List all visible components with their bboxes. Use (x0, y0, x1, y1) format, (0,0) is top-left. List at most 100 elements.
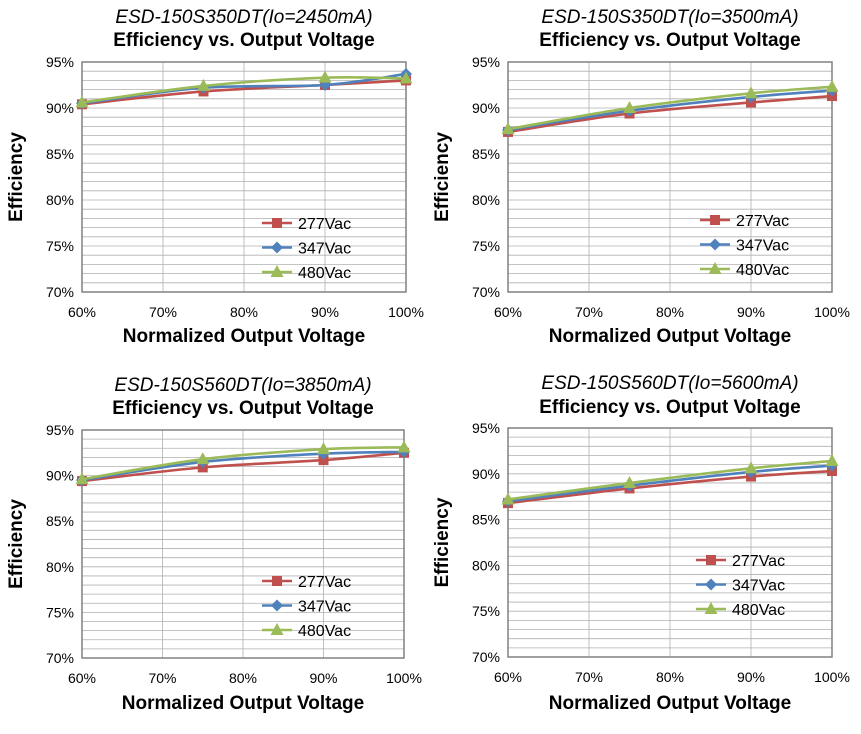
legend-label: 480Vac (732, 602, 785, 619)
legend-item-277Vac: 277Vac (262, 574, 351, 591)
x-axis-label: Normalized Output Voltage (549, 326, 791, 347)
legend-marker (706, 555, 716, 565)
series-480Vac (75, 70, 413, 108)
y-tick-label: 70% (472, 284, 500, 300)
chart-subtitle: ESD-150S350DT(Io=2450mA) (115, 7, 372, 28)
data-point-277Vac (318, 455, 329, 466)
x-axis-label: Normalized Output Voltage (122, 693, 364, 714)
data-point-480Vac (197, 78, 210, 91)
data-point-480Vac (196, 452, 210, 465)
data-point-480Vac (623, 475, 636, 488)
series-line-480Vac (81, 75, 407, 104)
plot-frame (507, 427, 833, 658)
legend-item-480Vac: 480Vac (262, 265, 351, 282)
x-tick-label: 90% (737, 669, 765, 685)
x-tick-label: 80% (230, 304, 258, 320)
x-tick-label: 100% (388, 304, 424, 320)
y-tick-label: 85% (472, 146, 500, 162)
legend-item-347Vac: 347Vac (262, 599, 351, 616)
legend-item-480Vac: 480Vac (696, 602, 785, 619)
y-tick-label: 90% (46, 468, 74, 484)
y-tick-label: 70% (46, 284, 74, 300)
series-line-277Vac (507, 94, 833, 134)
data-point-480Vac (744, 86, 758, 99)
chart-panel-3: ESD-150S560DT(Io=3850mA)Efficiency vs. O… (6, 375, 422, 714)
data-point-480Vac (825, 79, 839, 92)
series-line-277Vac (507, 469, 833, 505)
chart-panel-4: ESD-150S560DT(Io=5600mA) Efficiency vs. O… (432, 373, 850, 714)
legend-marker (705, 578, 717, 591)
y-tick-label: 90% (472, 466, 500, 482)
legend-item-277Vac: 277Vac (262, 216, 351, 233)
x-tick-label: 80% (229, 670, 257, 686)
series-480Vac (501, 79, 839, 135)
data-point-480Vac (501, 492, 515, 505)
legend-label: 347Vac (736, 238, 789, 255)
legend-label: 347Vac (298, 241, 351, 258)
series-line-277Vac (81, 79, 407, 106)
y-tick-label: 75% (46, 604, 74, 620)
series-line-347Vac (81, 450, 405, 482)
legend-marker (270, 623, 284, 635)
legend-item-347Vac: 347Vac (700, 238, 789, 255)
x-tick-label: 60% (68, 304, 96, 320)
plot-area (81, 429, 405, 659)
x-tick-label: 60% (494, 669, 522, 685)
legend: 277Vac 347Vac 480Vac (262, 216, 351, 282)
x-tick-label: 80% (656, 669, 684, 685)
chart-title: Efficiency vs. Output Voltage (539, 30, 800, 51)
legend-label: 277Vac (298, 574, 351, 591)
legend-marker (710, 215, 720, 225)
legend-marker (271, 599, 283, 612)
plot-area (507, 61, 833, 293)
legend-label: 277Vac (736, 213, 789, 230)
chart-subtitle: ESD-150S560DT(Io=5600mA) (541, 373, 798, 394)
legend-label: 277Vac (732, 553, 785, 570)
chart-panel-1: ESD-150S350DT(Io=2450mA)Efficiency vs. O… (6, 7, 424, 347)
y-tick-label: 85% (46, 146, 74, 162)
y-tick-label: 80% (472, 557, 500, 573)
x-tick-label: 70% (575, 669, 603, 685)
legend-item-277Vac: 277Vac (696, 553, 785, 570)
x-tick-label: 90% (311, 304, 339, 320)
chart-title: Efficiency vs. Output Voltage (113, 30, 374, 51)
y-tick-label: 95% (472, 54, 500, 70)
plot-area (507, 427, 833, 658)
data-point-480Vac (399, 71, 413, 84)
legend-label: 277Vac (298, 216, 351, 233)
legend-marker (708, 262, 722, 274)
y-axis-label: Efficiency (432, 497, 453, 587)
data-point-480Vac (501, 122, 515, 135)
y-tick-label: 80% (46, 559, 74, 575)
legend-label: 347Vac (298, 599, 351, 616)
y-tick-label: 90% (46, 100, 74, 116)
chart-panel-2: ESD-150S350DT(Io=3500mA)Efficiency vs. O… (432, 7, 850, 347)
legend-item-347Vac: 347Vac (262, 241, 351, 258)
legend: 277Vac 347Vac 480Vac (262, 574, 351, 640)
y-tick-label: 95% (46, 54, 74, 70)
y-tick-label: 70% (46, 650, 74, 666)
y-tick-label: 75% (46, 238, 74, 254)
legend-label: 480Vac (298, 623, 351, 640)
series-line-347Vac (507, 89, 833, 132)
legend-item-480Vac: 480Vac (700, 262, 789, 279)
legend-item-347Vac: 347Vac (696, 578, 785, 595)
chart-subtitle: ESD-150S350DT(Io=3500mA) (541, 7, 798, 28)
data-point-480Vac (317, 442, 330, 455)
legend-marker (272, 218, 282, 228)
x-tick-label: 70% (575, 304, 603, 320)
series-line-480Vac (507, 459, 833, 501)
legend-label: 480Vac (736, 262, 789, 279)
legend-marker (272, 576, 282, 586)
series-line-480Vac (81, 446, 405, 481)
y-axis-label: Efficiency (6, 132, 27, 222)
plot-area (81, 61, 407, 293)
series-line-347Vac (507, 464, 833, 503)
legend-marker (271, 241, 283, 254)
plot-frame (507, 61, 833, 293)
legend-label: 347Vac (732, 578, 785, 595)
x-axis-label: Normalized Output Voltage (549, 693, 791, 714)
y-tick-label: 95% (46, 422, 74, 438)
legend: 277Vac 347Vac 480Vac (696, 553, 785, 619)
